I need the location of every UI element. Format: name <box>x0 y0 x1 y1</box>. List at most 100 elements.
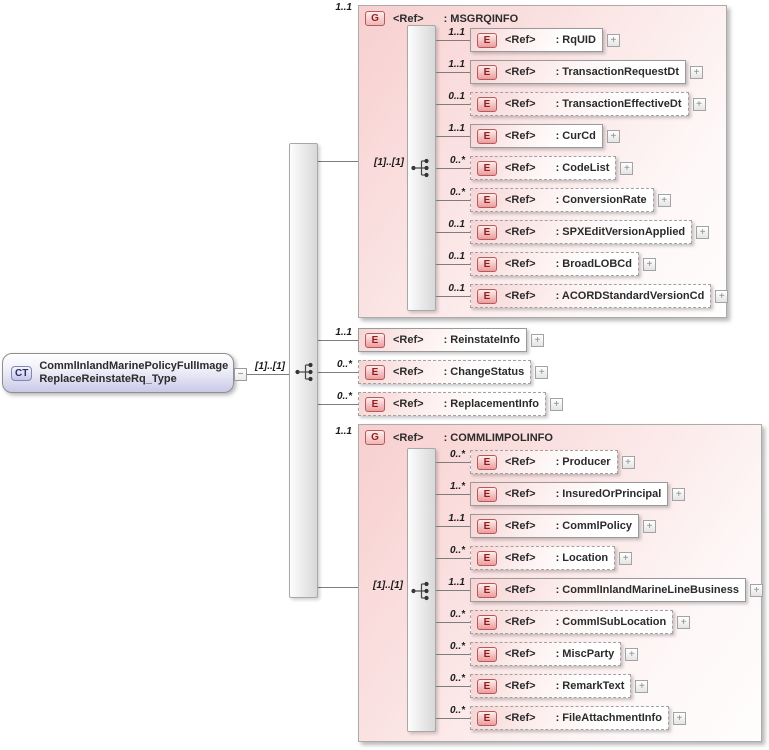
cardinality-msgrqinfo: 1..1 <box>335 2 352 13</box>
element-broadlobcd[interactable]: E <Ref>: BroadLOBCd + <box>470 252 656 276</box>
element-commlinlandmarinelinebusiness[interactable]: E <Ref> : CommlInlandMarineLineBusiness + <box>470 578 763 602</box>
element-location[interactable]: E <Ref>: Location + <box>470 546 633 570</box>
element-badge: E <box>477 550 497 566</box>
cardinality-reinstateinfo: 1..1 <box>335 327 352 338</box>
ref-label: <Ref> <box>505 194 536 206</box>
element-curcd[interactable]: E <Ref> : CurCd + <box>470 124 620 148</box>
element-badge: E <box>477 32 497 48</box>
connector <box>436 232 470 233</box>
expand-button[interactable]: + <box>749 583 763 597</box>
connector <box>436 296 470 297</box>
expand-button[interactable]: + <box>696 225 710 239</box>
element-badge: E <box>477 160 497 176</box>
cardinality-miscparty: 0..* <box>449 641 465 652</box>
cardinality-fileattachmentinfo: 0..* <box>449 705 465 716</box>
element-transactionrequestdt[interactable]: E <Ref>: TransactionRequestDt + <box>470 60 704 84</box>
element-remarktext[interactable]: E <Ref>: RemarkText + <box>470 674 649 698</box>
element-replacementinfo[interactable]: E <Ref>: ReplacementInfo + <box>358 392 563 416</box>
expand-button[interactable]: + <box>692 97 706 111</box>
sequence-compositor-icon[interactable] <box>295 362 315 382</box>
ref-label: <Ref> <box>505 130 536 142</box>
cardinality-codelist: 0..* <box>449 155 465 166</box>
expand-button[interactable]: + <box>620 161 634 175</box>
expand-button[interactable]: + <box>677 615 691 629</box>
element-badge: E <box>477 582 497 598</box>
group-badge: G <box>365 430 385 445</box>
connector <box>436 654 470 655</box>
expand-button[interactable]: + <box>672 487 686 501</box>
expand-button[interactable]: + <box>535 365 549 379</box>
expand-button[interactable]: + <box>642 257 656 271</box>
element-name: : Producer <box>555 456 611 468</box>
expand-button[interactable]: + <box>642 519 656 533</box>
element-name: : Location <box>555 552 609 564</box>
element-badge: E <box>477 128 497 144</box>
connector <box>436 718 470 719</box>
collapse-toggle[interactable]: − <box>234 368 247 381</box>
element-miscparty[interactable]: E <Ref>: MiscParty + <box>470 642 639 666</box>
element-name: : ConversionRate <box>555 194 647 206</box>
element-acordstandardversioncd[interactable]: E <Ref>: ACORDStandardVersionCd + <box>470 284 729 308</box>
expand-button[interactable]: + <box>606 129 620 143</box>
ref-label: <Ref> <box>505 648 536 660</box>
complex-type-box[interactable]: CT CommlInlandMarinePolicyFullImage Repl… <box>2 353 234 393</box>
connector <box>436 494 470 495</box>
expand-button[interactable]: + <box>715 289 729 303</box>
element-badge: E <box>477 256 497 272</box>
element-insuredorprincipal[interactable]: E <Ref> : InsuredOrPrincipal + <box>470 482 686 506</box>
element-fileattachmentinfo[interactable]: E <Ref>: FileAttachmentInfo + <box>470 706 686 730</box>
group-badge: G <box>365 11 385 26</box>
element-reinstateinfo[interactable]: E <Ref>: ReinstateInfo + <box>358 328 544 352</box>
expand-button[interactable]: + <box>635 679 649 693</box>
group-name: : COMMLIMPOLINFO <box>443 431 553 444</box>
element-name: : CurCd <box>555 130 596 142</box>
connector <box>436 462 470 463</box>
expand-button[interactable]: + <box>672 711 686 725</box>
sequence-compositor-icon[interactable] <box>411 581 431 601</box>
cardinality-transactioneffectivedt: 0..1 <box>448 91 465 102</box>
element-badge: E <box>477 486 497 502</box>
ref-label: <Ref> <box>505 226 536 238</box>
element-spxeditversionapplied[interactable]: E <Ref>: SPXEditVersionApplied + <box>470 220 710 244</box>
connector-to-commlimpolinfo <box>318 587 358 588</box>
sequence-compositor-icon[interactable] <box>411 158 431 178</box>
element-changestatus[interactable]: E <Ref>: ChangeStatus + <box>358 360 549 384</box>
element-commlpolicy[interactable]: E <Ref>: CommlPolicy + <box>470 514 656 538</box>
ref-label: <Ref> <box>505 488 536 500</box>
cardinality-commlsublocation: 0..* <box>449 609 465 620</box>
element-rquid[interactable]: E <Ref>: RqUID + <box>470 28 620 52</box>
connector <box>436 264 470 265</box>
expand-button[interactable]: + <box>690 65 704 79</box>
expand-button[interactable]: + <box>625 647 639 661</box>
group-commlimpolinfo-header[interactable]: G <Ref> : COMMLIMPOLINFO <box>365 430 553 445</box>
cardinality-conversionrate: 0..* <box>449 187 465 198</box>
cardinality-root: [1]..[1] <box>255 361 285 372</box>
element-transactioneffectivedt[interactable]: E <Ref>: TransactionEffectiveDt + <box>470 92 706 116</box>
element-badge: E <box>477 518 497 534</box>
connector <box>436 200 470 201</box>
group-msgrqinfo-header[interactable]: G <Ref> : MSGRQINFO <box>365 11 518 26</box>
expand-button[interactable]: + <box>549 397 563 411</box>
cardinality-broadlobcd: 0..1 <box>448 251 465 262</box>
ref-label: <Ref> <box>505 66 536 78</box>
complex-type-badge: CT <box>11 365 33 381</box>
expand-button[interactable]: + <box>530 333 544 347</box>
element-commlsublocation[interactable]: E <Ref>: CommlSubLocation + <box>470 610 691 634</box>
ref-label: <Ref> <box>505 258 536 270</box>
ref-label: <Ref> <box>505 584 536 596</box>
expand-button[interactable]: + <box>621 455 635 469</box>
element-conversionrate[interactable]: E <Ref>: ConversionRate + <box>470 188 671 212</box>
element-producer[interactable]: E <Ref>: Producer + <box>470 450 635 474</box>
connector <box>436 526 470 527</box>
element-codelist[interactable]: E <Ref>: CodeList + <box>470 156 634 180</box>
expand-button[interactable]: + <box>606 33 620 47</box>
element-badge: E <box>477 96 497 112</box>
element-name: : InsuredOrPrincipal <box>555 488 662 500</box>
connector-to-changestatus <box>318 372 358 373</box>
expand-button[interactable]: + <box>619 551 633 565</box>
element-badge: E <box>477 64 497 80</box>
cardinality-curcd: 1..1 <box>448 123 465 134</box>
ref-label: <Ref> <box>505 162 536 174</box>
expand-button[interactable]: + <box>657 193 671 207</box>
element-name: : CommlInlandMarineLineBusiness <box>555 584 739 596</box>
